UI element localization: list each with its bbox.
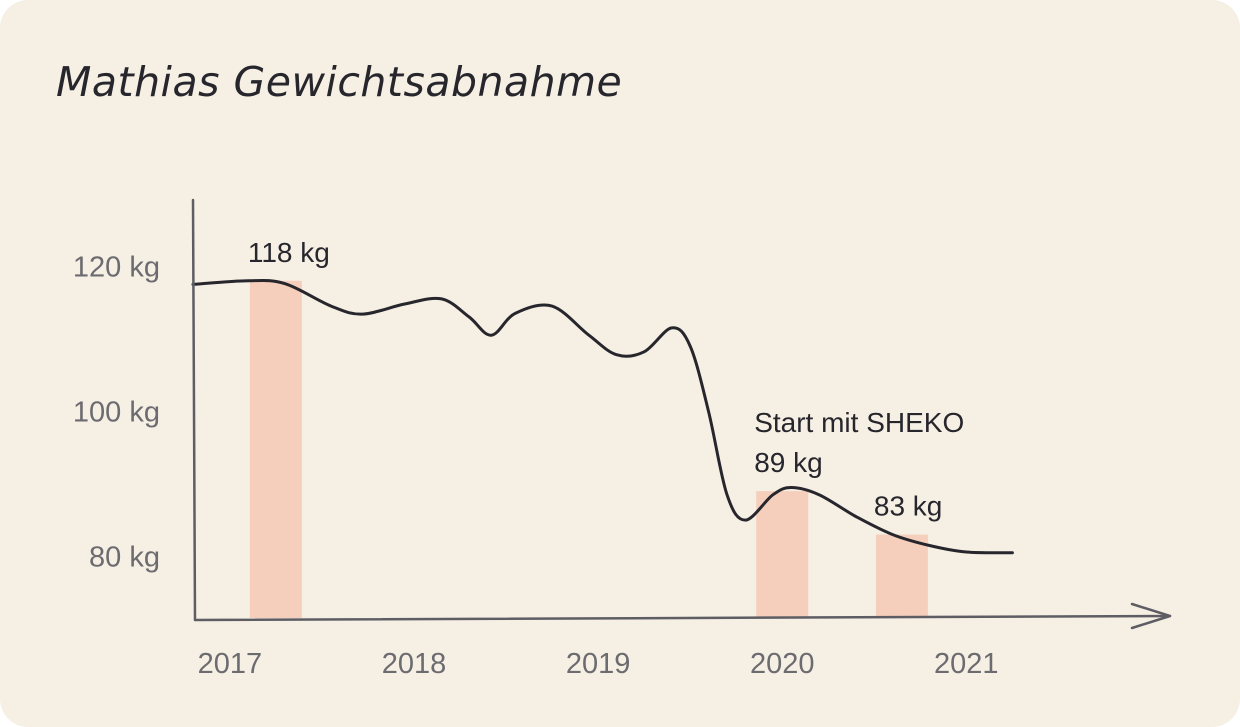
y-tick-label-0: 120 kg [73,251,160,283]
bars-layer [249,280,928,618]
y-tick-label-1: 100 kg [73,396,160,428]
axes-layer [191,198,1172,630]
y-axis [191,198,197,622]
bar-1 [756,491,809,618]
x-tick-label-0: 2017 [198,648,263,680]
weight-line [191,278,1014,555]
data-label-0: 118 kg [248,237,330,268]
x-axis-arrowhead [1130,602,1172,630]
labels-layer: 120 kg 100 kg 80 kg 2017 2018 2019 2020 2021 118… [73,237,999,680]
x-axis [193,614,1172,622]
annotation-label-1: Start mit SHEKO [754,407,964,438]
bar-0 [249,280,302,618]
x-tick-label-2: 2019 [566,648,631,680]
data-label-1: 89 kg [754,447,823,478]
data-label-2: 83 kg [874,491,943,522]
x-tick-label-1: 2018 [382,648,447,680]
chart-title: Mathias Gewichtsabnahme [56,58,623,106]
x-tick-label-3: 2020 [750,648,815,680]
bar-2 [875,534,928,618]
line-layer [191,278,1014,555]
x-tick-label-4: 2021 [934,648,999,680]
y-tick-label-2: 80 kg [89,541,160,573]
